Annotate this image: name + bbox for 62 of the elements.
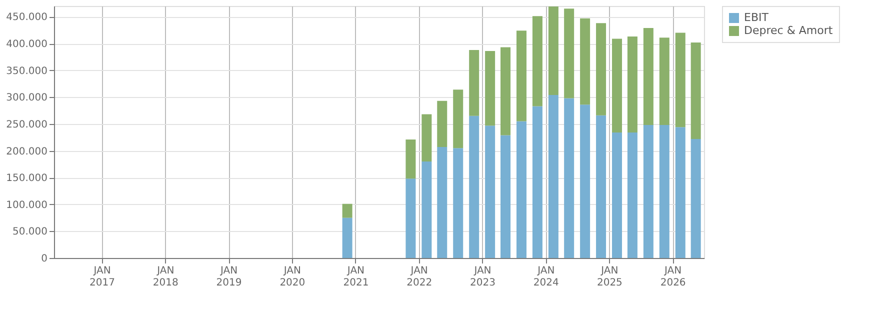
y-tick-label: 250.000	[6, 119, 48, 130]
x-tick-label: JAN 2018	[152, 266, 178, 288]
bar	[437, 147, 448, 258]
y-tick-label: 100.000	[6, 200, 48, 211]
bar	[342, 218, 352, 258]
x-tick-label: JAN 2020	[280, 266, 306, 288]
bar	[342, 204, 352, 218]
x-tick-label: JAN 2023	[470, 266, 496, 288]
y-tick-label: 300.000	[6, 92, 48, 104]
legend-label: EBIT	[744, 11, 769, 24]
x-tick-label: JAN 2021	[343, 266, 369, 288]
bar	[643, 28, 654, 126]
bar	[485, 126, 496, 258]
x-tick-label: JAN 2026	[660, 266, 686, 288]
y-tick-label: 50.000	[12, 226, 48, 238]
x-tick-label: JAN 2017	[90, 266, 115, 288]
bar	[612, 38, 622, 133]
bar	[437, 100, 448, 148]
bar	[675, 127, 686, 258]
bar	[516, 121, 526, 258]
y-tick-label: 450.000	[6, 12, 48, 24]
bar	[627, 132, 638, 258]
bar	[453, 90, 464, 148]
bar	[690, 42, 701, 139]
bar	[596, 23, 606, 116]
x-tick-label: JAN 2024	[533, 266, 559, 288]
bar	[500, 135, 511, 258]
y-tick-label: 150.000	[6, 173, 48, 184]
bar	[469, 116, 480, 258]
bar	[532, 16, 542, 106]
bar	[548, 95, 558, 258]
bar	[659, 125, 670, 258]
bar	[500, 47, 511, 136]
bar	[580, 18, 590, 105]
x-tick-label: JAN 2019	[216, 266, 242, 288]
bar	[643, 125, 654, 258]
bar	[422, 161, 432, 258]
legend-label: Deprec & Amort	[744, 24, 834, 37]
bar	[690, 138, 701, 258]
y-tick-label: 0	[41, 254, 48, 264]
bar	[580, 104, 590, 258]
bar	[516, 30, 526, 122]
bar	[548, 6, 558, 96]
bar	[627, 36, 638, 133]
bar	[659, 38, 670, 126]
bar	[469, 50, 480, 116]
bar	[564, 98, 574, 258]
bar	[564, 8, 574, 98]
bar	[675, 32, 686, 128]
bar	[612, 132, 622, 258]
y-tick-label: 400.000	[6, 39, 48, 50]
bar	[485, 51, 496, 126]
y-tick-label: 200.000	[6, 146, 48, 158]
y-tick-label: 350.000	[6, 66, 48, 77]
bar	[532, 106, 542, 258]
bar	[406, 178, 416, 258]
x-tick-label: JAN 2025	[596, 266, 622, 288]
bar	[406, 140, 416, 179]
bar	[453, 148, 464, 258]
bar	[596, 115, 606, 258]
bar	[422, 114, 432, 162]
x-tick-label: JAN 2022	[406, 266, 432, 288]
